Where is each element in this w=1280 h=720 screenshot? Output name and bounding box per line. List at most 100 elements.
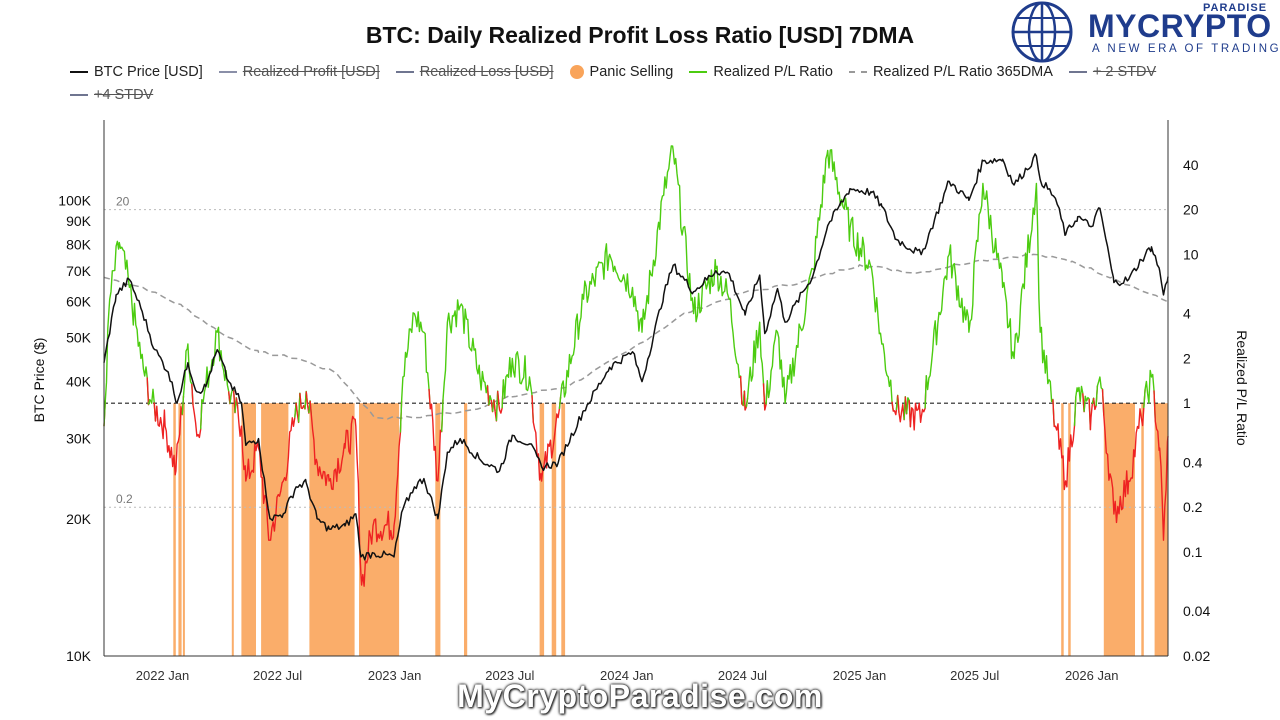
legend-label: + 2 STDV: [1092, 64, 1157, 80]
panic-selling-bar: [309, 403, 355, 656]
x-tick-label: 2023 Jan: [368, 668, 422, 683]
legend-swatch: [569, 65, 584, 79]
y-right-tick-label: 0.02: [1183, 648, 1210, 664]
ratio-365dma-line: [103, 253, 1169, 420]
legend-item[interactable]: Realized Loss [USD]: [395, 62, 554, 82]
realized-pl-ratio-series: [103, 145, 1169, 587]
legend-label: +4 STDV: [94, 87, 154, 103]
y-right-tick-label: 0.2: [1183, 499, 1203, 515]
y-left-tick-label: 90K: [66, 213, 92, 229]
ratio-segment-loss: [191, 383, 203, 439]
panic-selling-bar: [178, 403, 182, 656]
y-left-tick-label: 40K: [66, 374, 92, 390]
legend-swatch: [218, 71, 237, 73]
ratio-segment-profit: [1143, 369, 1156, 422]
y-left-tick-label: 70K: [66, 263, 92, 279]
legend-item[interactable]: +4 STDV: [70, 85, 153, 105]
ratio-segment-loss: [309, 400, 403, 587]
x-tick-label: 2024 Jul: [718, 668, 767, 683]
legend-item[interactable]: Realized P/L Ratio: [689, 62, 833, 82]
x-tick-label: 2022 Jan: [136, 668, 190, 683]
ratio-segment-loss: [1052, 396, 1077, 491]
panic-selling-bar: [551, 403, 557, 656]
chart-axes: [103, 120, 1169, 657]
x-tick-label: 2023 Jul: [485, 668, 534, 683]
ratio-segment-loss: [153, 395, 185, 476]
legend-item[interactable]: Realized P/L Ratio 365DMA: [848, 62, 1053, 82]
legend-item[interactable]: + 2 STDV: [1068, 62, 1157, 82]
legend-label: BTC Price [USD]: [94, 64, 203, 80]
panic-selling-bar: [539, 403, 545, 656]
legend-item[interactable]: BTC Price [USD]: [70, 62, 203, 82]
tick-labels: 20 0.2 10K 20K 30K 40K 50K 60K 70K 80K 90K 100K 0.02…: [31, 157, 1250, 683]
ratio-segment-profit: [745, 321, 766, 411]
x-tick-label: 2024 Jan: [600, 668, 654, 683]
site-watermark: MyCryptoParadise.com: [457, 678, 823, 714]
ratio-segment-profit: [924, 182, 1055, 427]
panic-selling-bars: [173, 403, 1168, 656]
y-left-tick-label: 100K: [58, 192, 91, 208]
y-right-tick-label: 40: [1183, 157, 1199, 173]
globe-icon: [1011, 1, 1073, 63]
ratio-segment-profit: [200, 326, 231, 430]
btc-price-line: [103, 153, 1169, 561]
brand-name-super: PARADISE: [1203, 2, 1268, 14]
x-tick-label: 2022 Jul: [253, 668, 302, 683]
chart-legend: BTC Price [USD] Realized Profit [USD] Real…: [70, 62, 1170, 105]
y-left-tick-label: 30K: [66, 431, 92, 447]
ratio-segment-loss: [1101, 389, 1146, 524]
legend-swatch: [395, 71, 414, 73]
chart-title: BTC: Daily Realized Profit Loss Ratio [U…: [365, 22, 915, 48]
y-right-axis-title: Realized P/L Ratio: [1234, 330, 1250, 446]
ratio-segment-profit: [399, 311, 431, 433]
ratio-segment-loss: [531, 395, 562, 482]
panic-selling-bar: [1103, 403, 1135, 656]
legend-label: Realized Profit [USD]: [242, 64, 380, 80]
reference-line-label: 0.2: [116, 492, 133, 506]
panic-selling-bar: [1141, 403, 1144, 656]
legend-swatch: [689, 71, 708, 73]
legend-label: Realized Loss [USD]: [419, 64, 554, 80]
btc-price-series: [103, 153, 1169, 561]
ratio-segment-loss: [908, 375, 927, 431]
ratio-segment-profit: [441, 299, 490, 432]
legend-item[interactable]: Panic Selling: [569, 62, 674, 82]
ratio-segment-profit: [558, 145, 743, 410]
y-left-tick-label: 10K: [66, 648, 92, 664]
y-right-tick-label: 0.4: [1183, 454, 1203, 470]
y-right-tick-label: 10: [1183, 246, 1199, 262]
y-left-axis-title: BTC Price ($): [31, 338, 47, 423]
ratio-segment-profit: [501, 351, 534, 423]
legend-item[interactable]: Realized Profit [USD]: [218, 62, 380, 82]
panic-selling-bar: [561, 403, 566, 656]
panic-selling-bar: [173, 403, 176, 656]
legend-label: Realized P/L Ratio: [713, 64, 833, 80]
panic-selling-bar: [1061, 403, 1064, 656]
ratio-segment-loss: [428, 388, 444, 482]
panic-selling-bar: [464, 403, 468, 656]
legend-label: Panic Selling: [589, 64, 674, 80]
legend-swatch: [1068, 71, 1087, 73]
panic-selling-bar: [359, 403, 400, 656]
ratio-segment-profit: [181, 343, 194, 415]
reference-lines: [104, 209, 1168, 508]
ratio-segment-profit: [765, 149, 894, 412]
brand-name: MYCRYPTO: [1088, 8, 1272, 44]
panic-selling-bar: [1154, 403, 1168, 656]
legend-swatch: [848, 71, 867, 73]
legend-label: Realized P/L Ratio 365DMA: [872, 64, 1053, 80]
panic-selling-bar: [1068, 403, 1071, 656]
y-right-tick-label: 0.04: [1183, 603, 1210, 619]
ratio-segment-profit: [1073, 385, 1085, 426]
ratio-segment-profit: [103, 240, 150, 427]
reference-line-label: 20: [116, 195, 130, 209]
panic-selling-bar: [435, 403, 441, 656]
x-tick-label: 2026 Jan: [1065, 668, 1119, 683]
y-right-tick-label: 2: [1183, 350, 1191, 366]
y-right-tick-label: 4: [1183, 306, 1191, 322]
y-right-tick-label: 0.1: [1183, 544, 1203, 560]
ratio-segment-loss: [1153, 390, 1169, 541]
y-left-tick-label: 20K: [66, 511, 92, 527]
x-tick-label: 2025 Jan: [833, 668, 887, 683]
